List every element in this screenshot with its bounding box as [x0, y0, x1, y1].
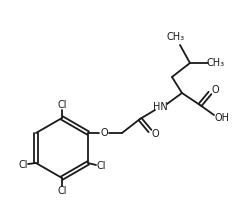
Text: Cl: Cl — [18, 160, 28, 170]
Text: CH₃: CH₃ — [167, 32, 185, 42]
Text: CH₃: CH₃ — [207, 58, 225, 68]
Text: OH: OH — [214, 113, 230, 123]
Text: HN: HN — [153, 102, 167, 112]
Text: Cl: Cl — [57, 100, 67, 110]
Text: O: O — [151, 129, 159, 139]
Text: O: O — [211, 85, 219, 95]
Text: Cl: Cl — [96, 161, 106, 171]
Text: Cl: Cl — [57, 186, 67, 196]
Text: O: O — [100, 128, 108, 138]
